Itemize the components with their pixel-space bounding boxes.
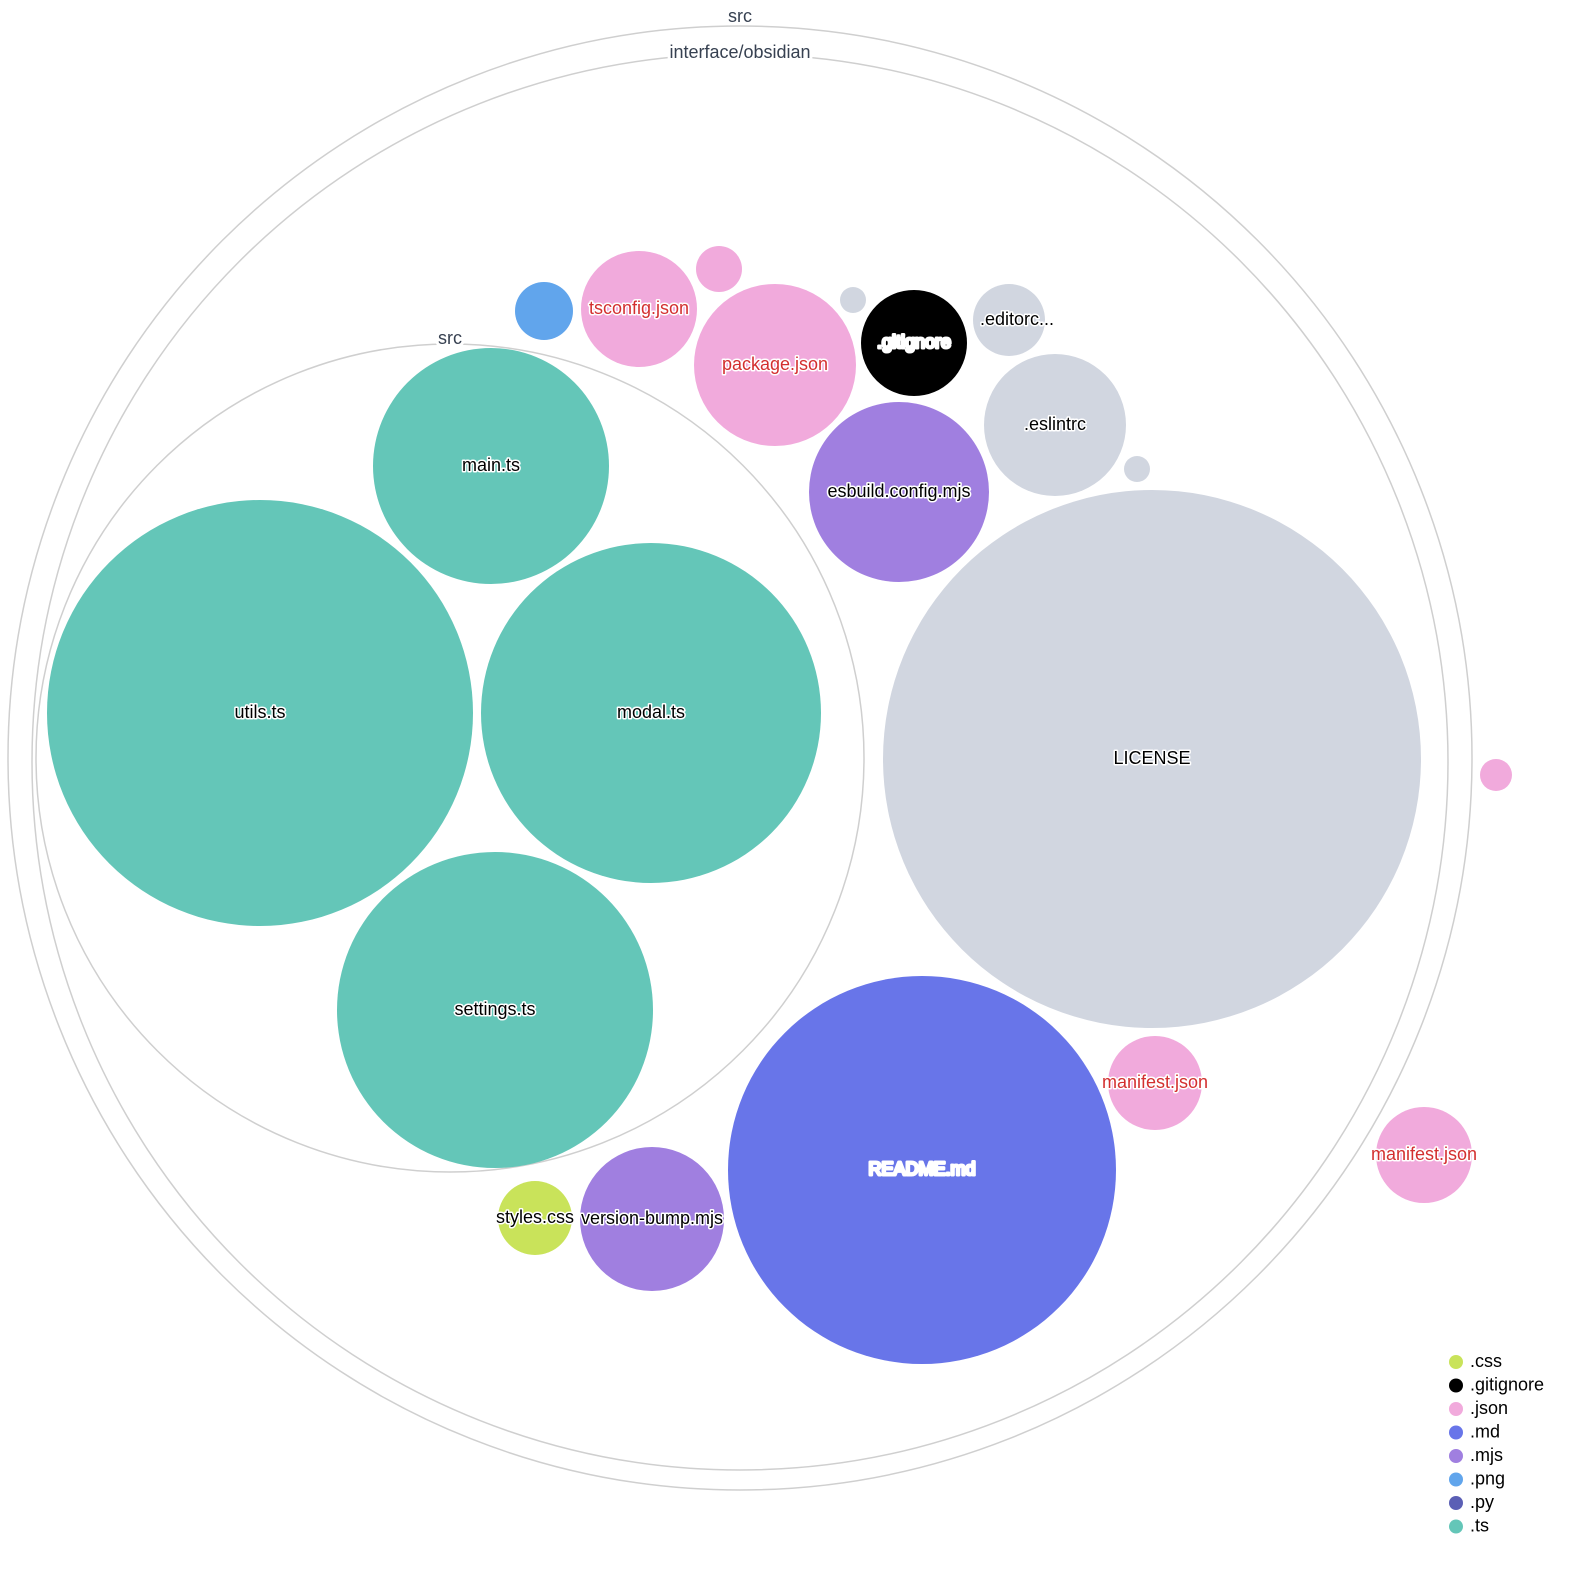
file-label: esbuild.config.mjs [827,481,970,501]
file-label: version-bump.mjs [581,1208,723,1228]
file-label: manifest.json [1371,1144,1477,1164]
file-circle[interactable] [973,284,1045,356]
file-circle[interactable] [883,490,1421,1028]
legend-swatch [1449,1449,1463,1463]
file-circle[interactable] [373,348,609,584]
file-label: modal.ts [617,702,685,722]
file-circle[interactable] [809,402,989,582]
file-circle[interactable] [840,287,866,313]
file-label: settings.ts [454,999,535,1019]
file-label: utils.ts [234,702,285,722]
file-label: tsconfig.json [589,298,689,318]
legend-label: .py [1470,1492,1494,1512]
folder-circle[interactable] [31,53,1449,1471]
legend-swatch [1449,1402,1463,1416]
file-circle[interactable] [984,354,1126,496]
legend-swatch [1449,1378,1463,1393]
file-circle[interactable] [1480,759,1512,791]
file-label: package.json [722,354,828,374]
file-circle[interactable] [498,1181,572,1255]
legend-swatch [1449,1425,1463,1440]
folder-label: interface/obsidian [669,42,810,62]
legend: .css .gitignore .json .md .mjs .png .py .ts [1449,1351,1544,1535]
legend-swatch [1449,1472,1463,1487]
file-circle[interactable] [481,543,821,883]
file-label: .editorc... [980,309,1054,329]
file-circle[interactable] [47,500,473,926]
legend-label: .gitignore [1470,1374,1544,1394]
file-circle[interactable] [694,284,856,446]
file-circle[interactable] [337,852,653,1168]
file-label: .eslintrc [1024,414,1086,434]
file-label: README.md [868,1159,975,1179]
legend-swatch [1449,1355,1463,1369]
folder-circle[interactable] [35,343,865,1173]
folder-circle[interactable] [7,25,1473,1491]
legend-swatch [1449,1519,1463,1534]
legend-label: .css [1470,1351,1502,1371]
file-circle[interactable] [1124,456,1150,482]
file-circle[interactable] [728,976,1116,1364]
legend-swatch [1449,1496,1463,1510]
file-label: LICENSE [1113,748,1190,768]
file-circle[interactable] [1376,1107,1472,1203]
file-circle[interactable] [1108,1036,1202,1130]
file-circle[interactable] [581,251,697,367]
legend-label: .md [1470,1421,1500,1441]
file-label: main.ts [462,455,520,475]
file-label: .gitignore [877,332,951,352]
file-circle[interactable] [580,1147,724,1291]
legend-label: .mjs [1470,1445,1503,1465]
file-label: styles.css [496,1207,574,1227]
legend-label: .png [1470,1468,1505,1488]
legend-label: .ts [1470,1515,1489,1535]
legend-label: .json [1470,1398,1508,1418]
file-circle[interactable] [515,282,573,340]
file-label: manifest.json [1102,1072,1208,1092]
file-circle[interactable] [696,246,742,292]
folder-label: src [438,328,462,348]
folder-label: src [728,6,752,26]
file-circle[interactable] [861,290,967,396]
